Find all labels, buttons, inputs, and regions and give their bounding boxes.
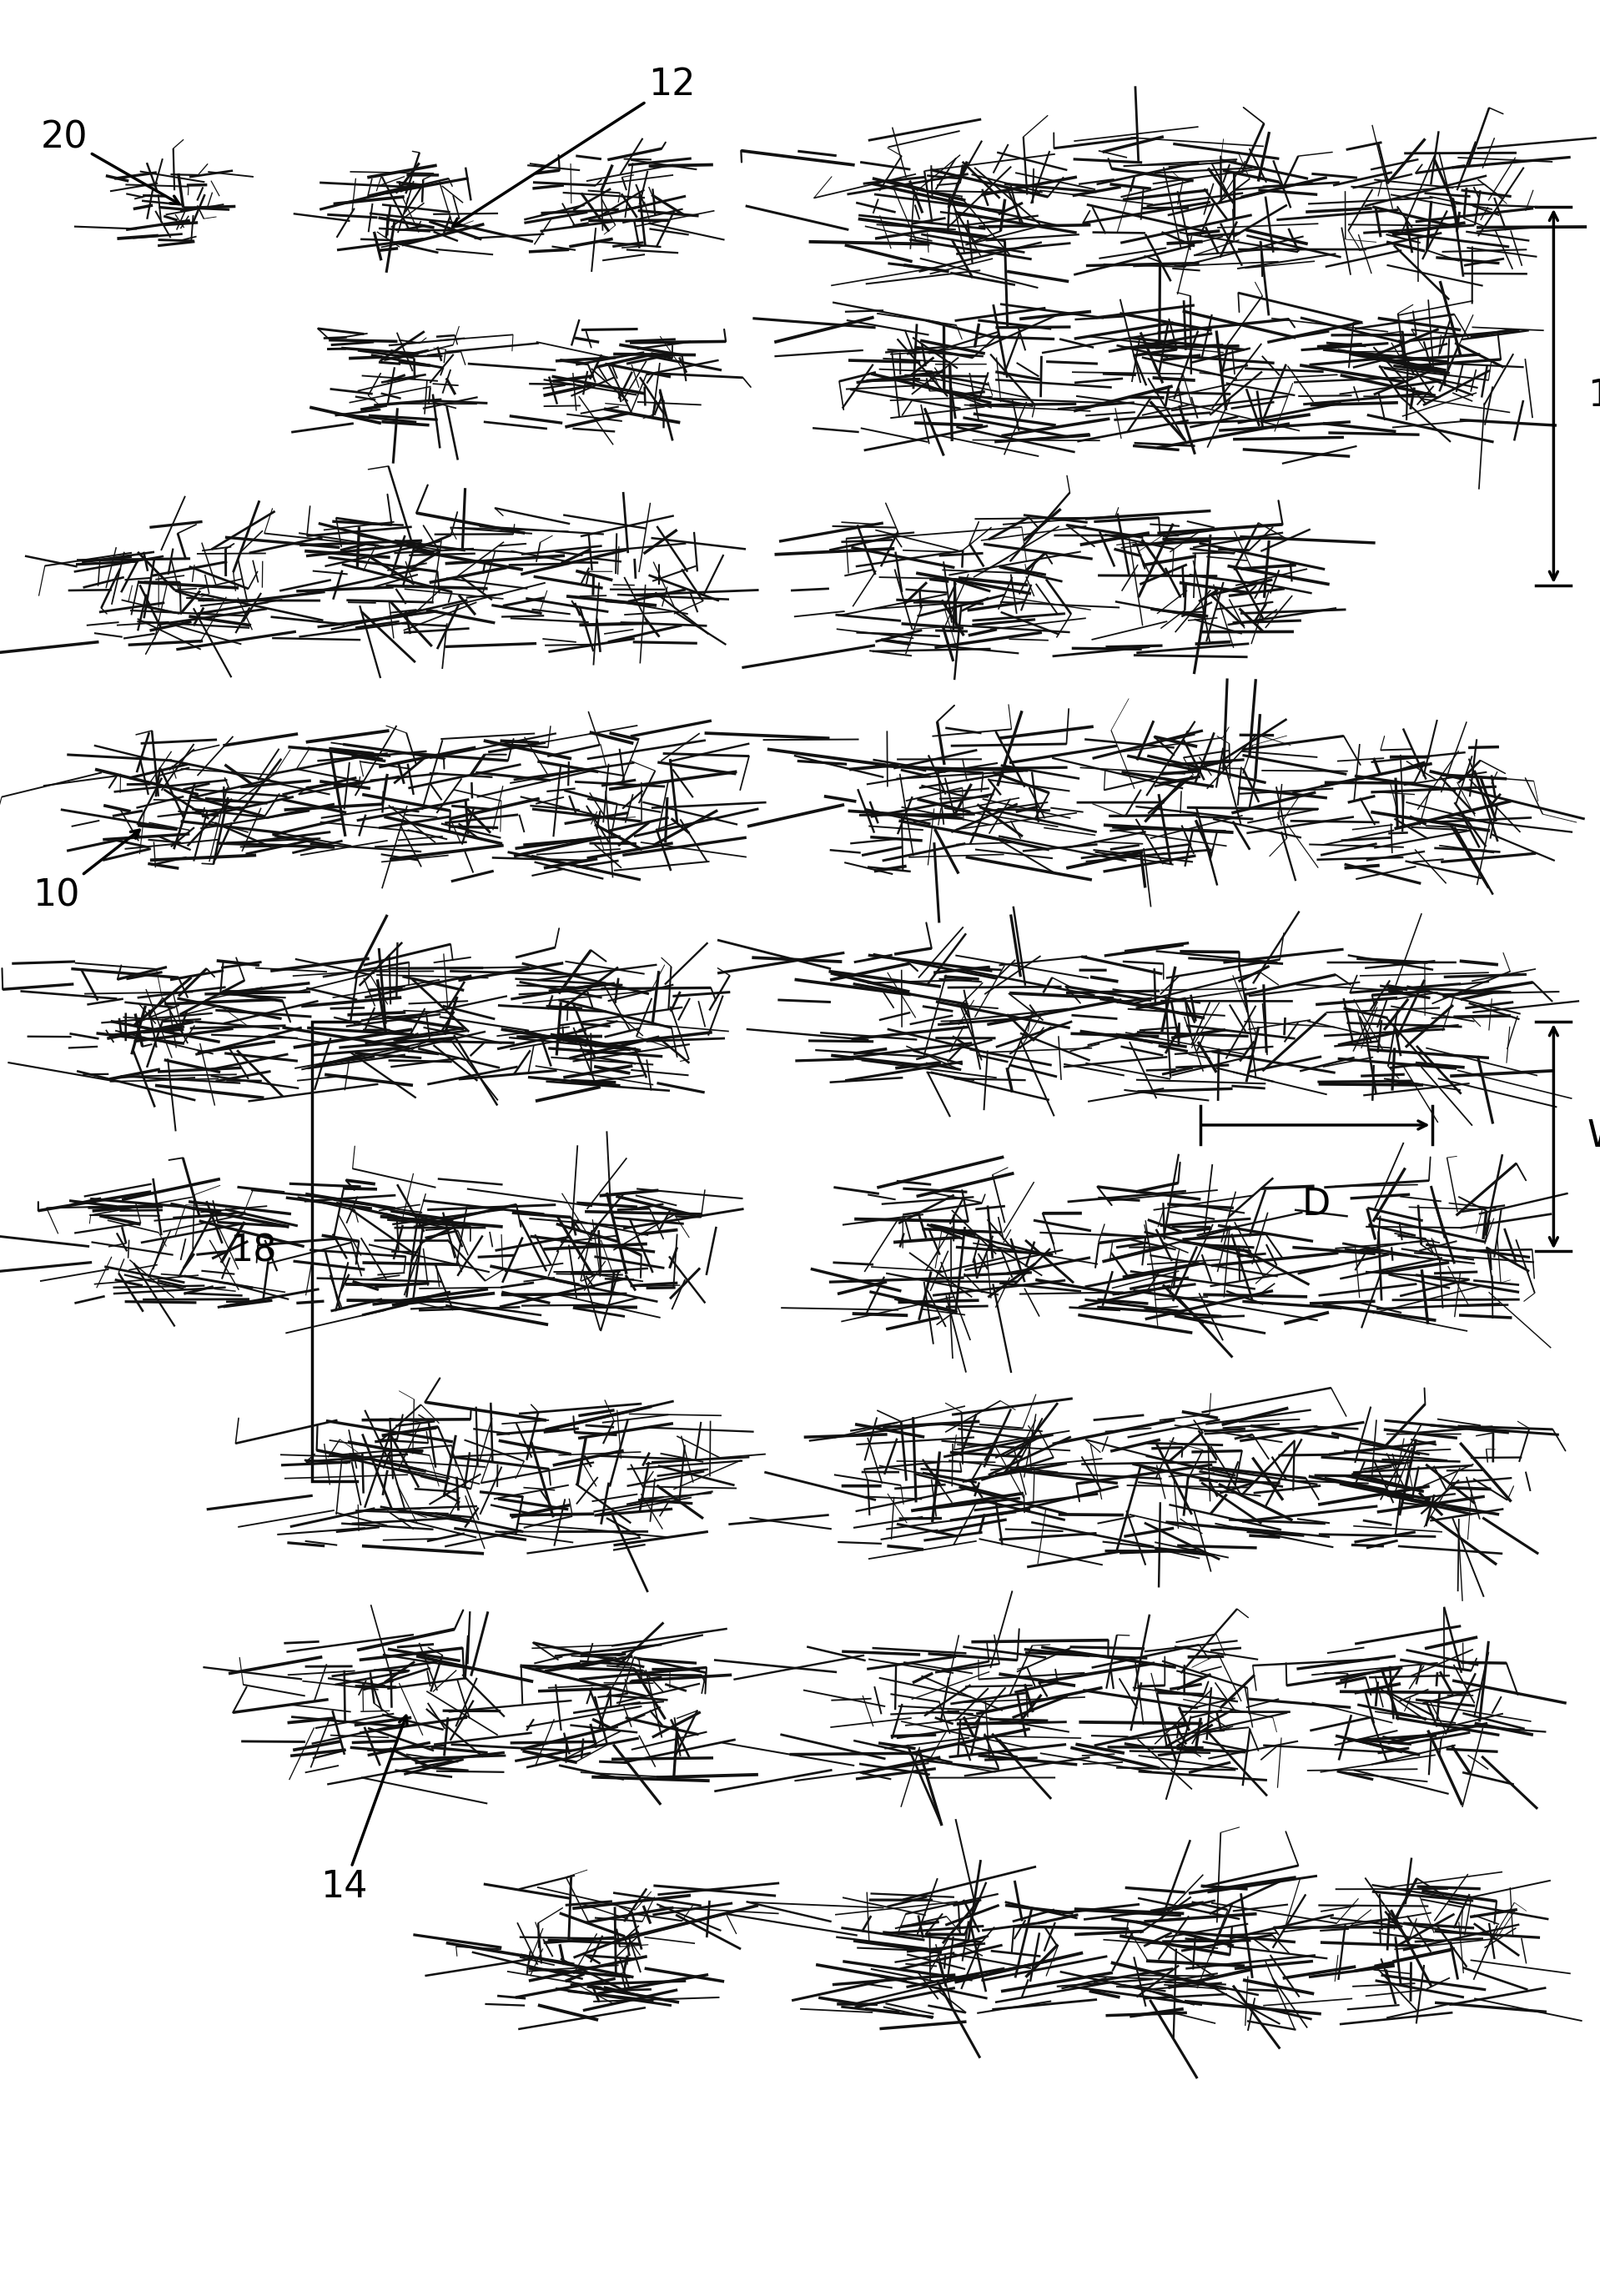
Text: D: D	[1302, 1187, 1330, 1224]
Text: 14: 14	[320, 1715, 406, 1906]
Text: W: W	[1587, 1118, 1600, 1155]
Text: 18: 18	[230, 1233, 277, 1270]
Text: 20: 20	[40, 119, 179, 204]
Text: 16: 16	[1587, 379, 1600, 413]
Text: 12: 12	[453, 67, 696, 227]
Text: 10: 10	[32, 829, 139, 914]
